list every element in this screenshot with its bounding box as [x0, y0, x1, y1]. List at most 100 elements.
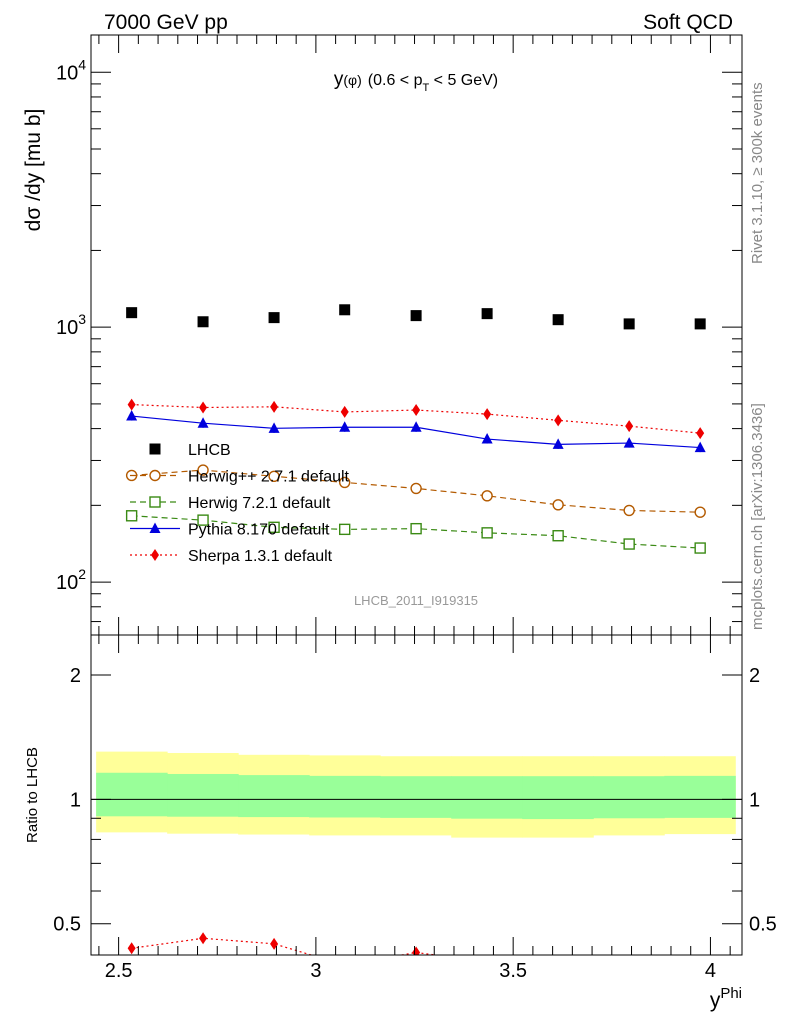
y-tick-label: 102: [56, 566, 86, 594]
data-point: [339, 304, 351, 316]
plot-title: y(φ) (0.6 < pT < 5 GeV): [334, 69, 498, 94]
x-tick-label: 3.5: [499, 960, 527, 982]
data-point: [127, 398, 136, 411]
series-pythia-3: [126, 410, 706, 453]
ratio-point: [127, 942, 136, 955]
legend-item: LHCB: [149, 442, 231, 459]
ratio-panel: 0.5 0.5 1 1 2 2 2.5 3 3.5 4 Ratio to LHCB yPhi: [24, 634, 777, 1012]
ratio-series-pythia: [132, 964, 701, 1003]
ratio-series-sherpa: [127, 932, 562, 968]
data-point: [410, 310, 422, 322]
data-point: [623, 437, 635, 448]
ratio-y-axis-label: Ratio to LHCB: [24, 747, 41, 843]
legend-item: Herwig 7.2.1 default: [130, 495, 331, 512]
legend-marker: [149, 469, 161, 482]
data-point: [696, 427, 705, 440]
data-point: [126, 410, 138, 421]
data-point: [694, 441, 706, 453]
x-tick-label: 4: [705, 960, 716, 982]
data-point: [197, 464, 209, 476]
data-point: [412, 404, 421, 417]
data-point: [552, 438, 564, 449]
y-axis-label: dσ /dy [mu b]: [22, 109, 45, 232]
data-point: [694, 506, 706, 518]
data-point: [410, 421, 422, 432]
data-point: [481, 490, 493, 502]
series-lhcb-0: [126, 304, 706, 330]
uncertainty-band-inner: [380, 776, 452, 818]
ratio-frame: [90, 634, 743, 956]
mcplots-reference-label: mcplots.cern.ch [arXiv:1306.3436]: [749, 403, 766, 630]
process-label: Soft QCD: [643, 11, 733, 34]
data-point: [483, 408, 492, 421]
data-point: [197, 514, 209, 526]
data-point: [268, 422, 280, 433]
ratio-point: [412, 946, 421, 955]
data-point: [125, 510, 138, 522]
ratio-y-tick-label-right: 1: [749, 789, 760, 811]
data-point: [268, 312, 280, 324]
legend-label: Pythia 8.170 default: [188, 522, 330, 539]
data-point: [410, 522, 422, 535]
legend-item: Herwig++ 2.7.1 default: [130, 469, 350, 486]
data-point: [338, 523, 351, 536]
data-point: [694, 318, 706, 330]
data-point: [481, 308, 493, 320]
ratio-line: [132, 964, 701, 1003]
x-tick-label: 2.5: [105, 960, 133, 982]
series-herwig-1: [125, 464, 706, 518]
data-point: [694, 542, 706, 554]
rivet-version-label: Rivet 3.1.10, ≥ 300k events: [749, 82, 766, 264]
legend-label: LHCB: [188, 442, 231, 459]
data-point: [270, 400, 279, 413]
series-line: [131, 403, 701, 434]
data-point: [481, 527, 493, 539]
uncertainty-band-inner: [309, 775, 381, 818]
data-point: [623, 318, 635, 330]
data-point: [268, 521, 280, 534]
uncertainty-band-inner: [451, 776, 523, 819]
energy-label: 7000 GeV pp: [104, 11, 228, 34]
x-axis-label: yPhi: [710, 985, 742, 1012]
data-point: [410, 482, 422, 495]
ratio-y-tick-label-left: 2: [70, 665, 81, 687]
data-point: [623, 504, 635, 517]
legend-item: Sherpa 1.3.1 default: [130, 548, 333, 565]
uncertainty-band-inner: [664, 775, 736, 818]
legend: LHCB Herwig++ 2.7.1 default Herwig 7.2.1 d…: [130, 442, 350, 565]
data-point: [625, 420, 634, 433]
data-point: [481, 433, 493, 444]
ratio-point: [483, 956, 491, 968]
data-point: [197, 417, 209, 428]
uncertainty-band-inner: [238, 775, 310, 818]
main-panel: LHCB_2011_I919315 y(φ) (0.6 < pT < 5 GeV)…: [22, 34, 743, 636]
uncertainty-band-inner: [522, 776, 594, 820]
uncertainty-band-inner: [593, 776, 665, 819]
series-herwig-2: [125, 510, 706, 554]
legend-label: Herwig 7.2.1 default: [188, 495, 331, 512]
ratio-point: [554, 956, 562, 968]
uncertainty-band-inner: [167, 773, 239, 817]
x-tick-label: 3: [310, 960, 321, 982]
data-point: [623, 538, 635, 550]
data-point: [197, 316, 209, 328]
ratio-series-group: [127, 932, 701, 1003]
uncertainty-band-inner: [96, 772, 168, 817]
ratio-y-tick-label-left: 0.5: [53, 914, 81, 936]
legend-label: Herwig++ 2.7.1 default: [188, 469, 350, 486]
data-point: [340, 405, 349, 418]
legend-marker: [149, 443, 161, 455]
legend-marker: [149, 496, 161, 508]
data-point: [338, 476, 351, 489]
data-point: [552, 530, 564, 542]
ratio-line: [131, 937, 440, 955]
y-tick-label: 103: [56, 311, 86, 339]
ratio-y-tick-label-right: 2: [749, 665, 760, 687]
legend-label: Sherpa 1.3.1 default: [188, 548, 333, 565]
y-tick-label: 104: [56, 56, 86, 84]
analysis-watermark: LHCB_2011_I919315: [354, 593, 478, 608]
series-sherpa-4: [127, 398, 705, 440]
data-point: [199, 401, 208, 414]
legend-marker: [149, 522, 161, 533]
